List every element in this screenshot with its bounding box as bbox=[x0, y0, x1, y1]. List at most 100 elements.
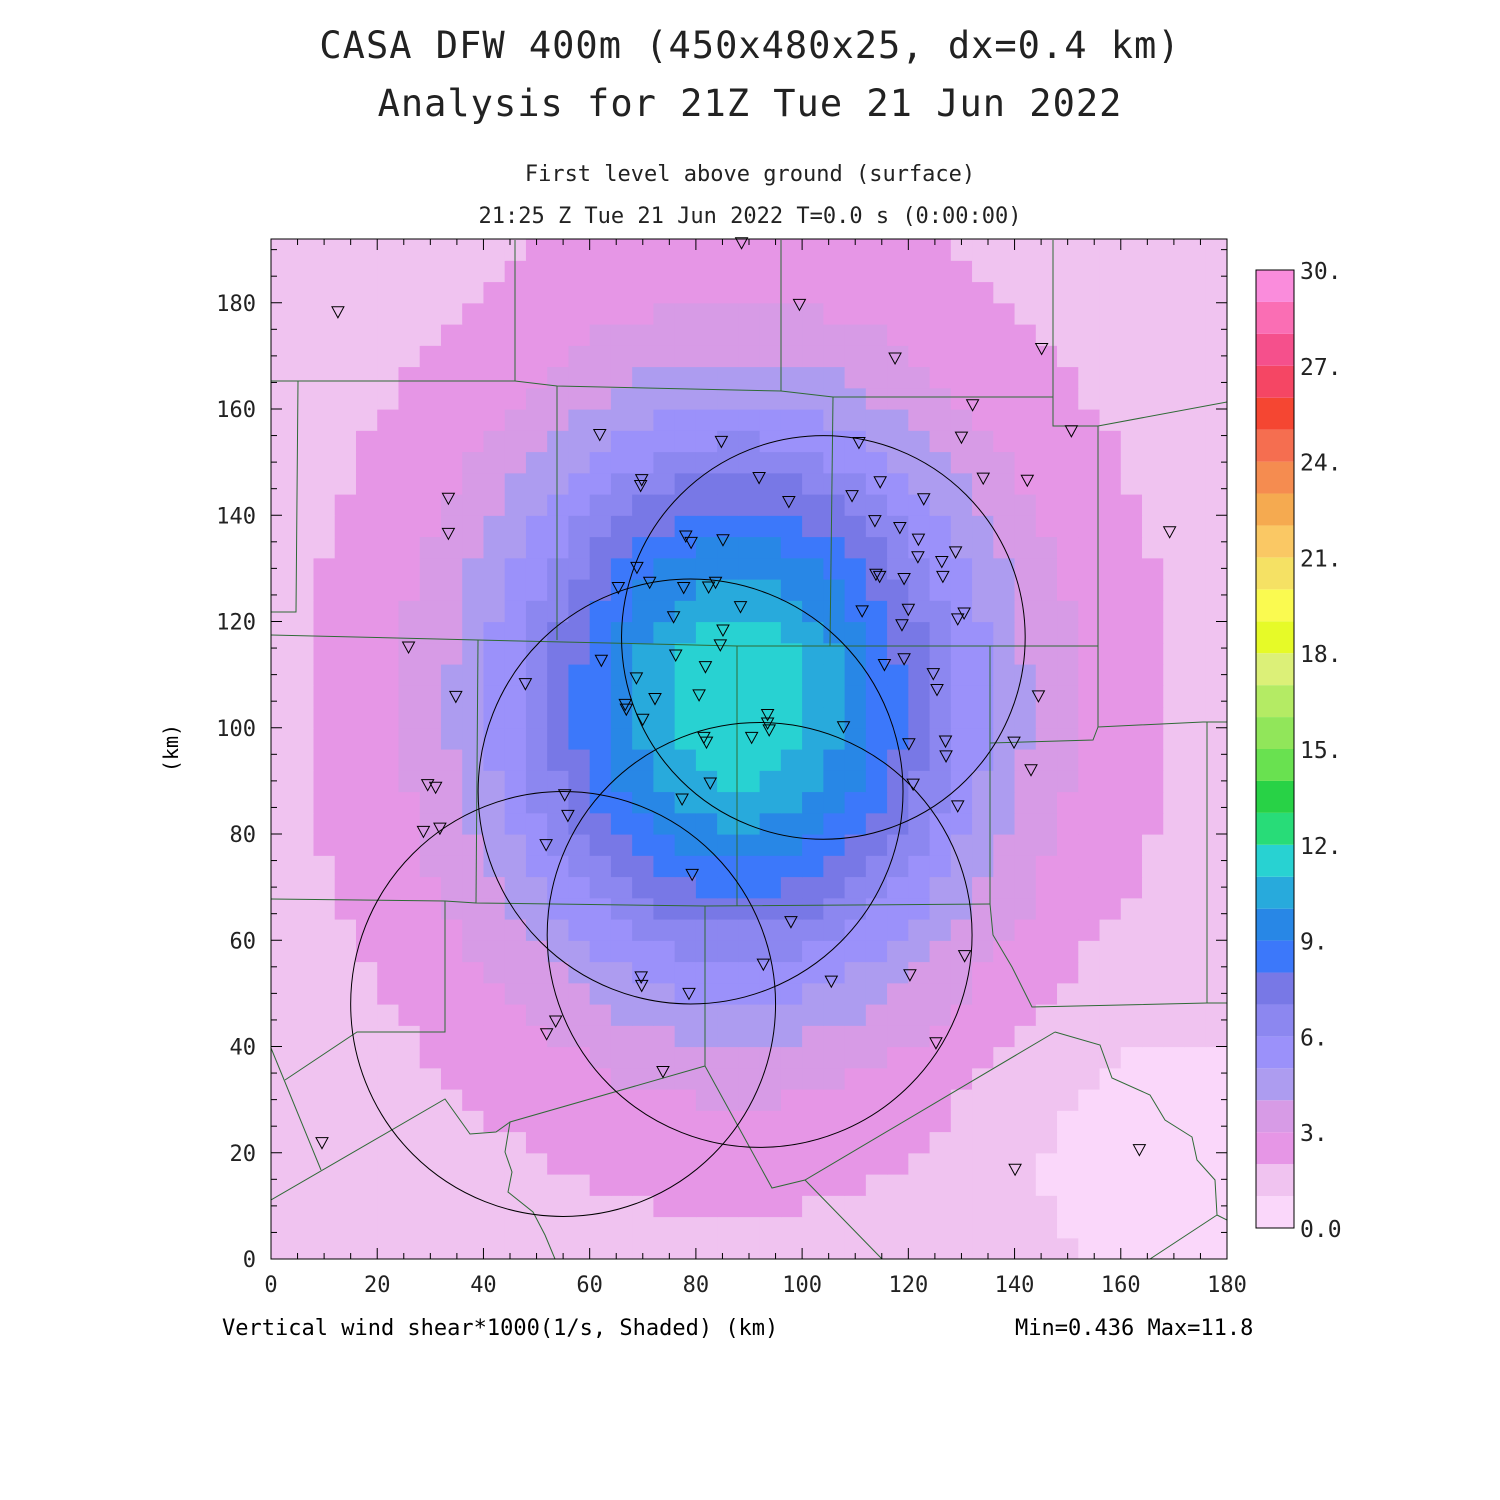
field-cell bbox=[1099, 664, 1122, 686]
field-cell bbox=[377, 239, 400, 261]
field-cell bbox=[802, 897, 824, 920]
station-marker bbox=[897, 653, 911, 666]
field-cell bbox=[1184, 664, 1207, 686]
field-cell bbox=[1057, 451, 1079, 474]
field-cell bbox=[1057, 387, 1079, 410]
field-cell bbox=[802, 281, 824, 304]
field-cell bbox=[695, 897, 718, 920]
field-cell bbox=[674, 791, 697, 814]
field-cell bbox=[1014, 685, 1037, 708]
field-cell bbox=[1057, 1004, 1079, 1026]
field-cell bbox=[950, 1216, 973, 1239]
field-cell bbox=[759, 1216, 782, 1239]
field-cell bbox=[993, 302, 1016, 325]
field-cell bbox=[1205, 557, 1227, 580]
field-cell bbox=[1014, 324, 1037, 346]
field-cell bbox=[419, 1195, 442, 1218]
station-marker bbox=[433, 822, 447, 836]
field-cell bbox=[1163, 1110, 1186, 1133]
station-marker bbox=[441, 492, 456, 506]
field-cell bbox=[653, 1174, 676, 1196]
field-cell bbox=[440, 664, 463, 686]
field-cell bbox=[972, 940, 994, 963]
field-cell bbox=[1184, 834, 1207, 856]
field-cell bbox=[610, 494, 633, 516]
field-cell bbox=[355, 727, 378, 750]
field-cell bbox=[823, 472, 846, 495]
field-cell bbox=[993, 557, 1016, 580]
field-cell bbox=[1120, 579, 1143, 601]
field-cell bbox=[483, 961, 506, 984]
field-cell bbox=[1205, 642, 1227, 665]
field-cell bbox=[823, 770, 846, 793]
field-cell bbox=[993, 1025, 1016, 1048]
field-cell bbox=[823, 706, 846, 729]
field-cell bbox=[1120, 515, 1143, 538]
field-cell bbox=[632, 1004, 654, 1026]
colorbar-swatch bbox=[1256, 876, 1294, 909]
field-cell bbox=[334, 1089, 357, 1111]
field-cell bbox=[1078, 876, 1101, 899]
field-cell bbox=[1035, 685, 1058, 708]
field-cell bbox=[844, 1004, 867, 1026]
field-cell bbox=[292, 1110, 315, 1133]
field-cell bbox=[1184, 600, 1207, 623]
field-cell bbox=[568, 1216, 591, 1239]
station-marker bbox=[635, 713, 650, 727]
field-cell bbox=[589, 642, 612, 665]
variable-label: Vertical wind shear*1000(1/s, Shaded) (k… bbox=[222, 1316, 779, 1341]
station-marker bbox=[929, 1037, 943, 1050]
colorbar-swatch bbox=[1256, 301, 1294, 334]
field-cell bbox=[398, 1110, 421, 1133]
field-cell bbox=[823, 515, 846, 538]
field-cell bbox=[355, 494, 378, 516]
field-cell bbox=[1078, 706, 1101, 729]
field-cell bbox=[271, 727, 293, 750]
field-cell bbox=[759, 982, 782, 1005]
field-cell bbox=[1035, 472, 1058, 495]
station-marker bbox=[760, 708, 775, 722]
field-cell bbox=[674, 387, 697, 410]
field-cell bbox=[632, 706, 654, 729]
field-cell bbox=[483, 345, 506, 368]
field-cell bbox=[759, 749, 782, 771]
field-cell bbox=[950, 812, 973, 835]
field-cell bbox=[717, 642, 739, 665]
field-cell bbox=[547, 940, 570, 963]
field-cell bbox=[972, 1131, 994, 1154]
field-cell bbox=[440, 536, 463, 559]
field-cell bbox=[844, 664, 867, 686]
field-cell bbox=[950, 600, 973, 623]
field-cell bbox=[908, 1174, 931, 1196]
field-cell bbox=[398, 1067, 421, 1090]
field-cell bbox=[695, 706, 718, 729]
field-cell bbox=[759, 1237, 782, 1259]
field-cell bbox=[525, 451, 548, 474]
field-cell bbox=[823, 260, 846, 283]
field-cell bbox=[1120, 940, 1143, 963]
field-cell bbox=[802, 834, 824, 856]
field-cell bbox=[972, 387, 994, 410]
field-cell bbox=[1057, 536, 1079, 559]
field-cell bbox=[865, 600, 888, 623]
field-cell bbox=[610, 515, 633, 538]
field-cell bbox=[1014, 1195, 1037, 1218]
field-cell bbox=[653, 834, 676, 856]
field-cell bbox=[1163, 685, 1186, 708]
field-cell bbox=[972, 812, 994, 835]
field-cell bbox=[972, 1110, 994, 1133]
field-cell bbox=[1120, 472, 1143, 495]
field-cell bbox=[355, 600, 378, 623]
field-cell bbox=[1057, 1089, 1079, 1111]
field-cell bbox=[1184, 1174, 1207, 1196]
field-cell bbox=[292, 260, 315, 283]
field-cell bbox=[802, 749, 824, 771]
field-cell bbox=[993, 451, 1016, 474]
field-cell bbox=[1078, 1131, 1101, 1154]
field-cell bbox=[1184, 940, 1207, 963]
field-cell bbox=[1142, 387, 1164, 410]
field-cell bbox=[589, 239, 612, 261]
field-cell bbox=[589, 472, 612, 495]
field-cell bbox=[1035, 834, 1058, 856]
field-cell bbox=[334, 664, 357, 686]
